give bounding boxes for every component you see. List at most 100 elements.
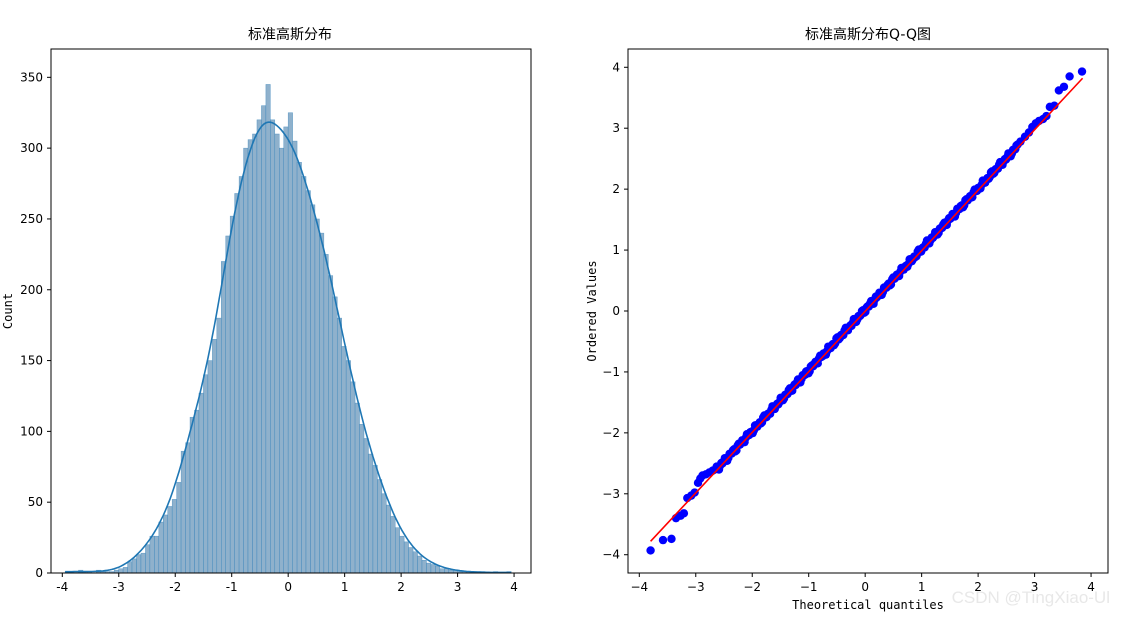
histogram-bar	[198, 392, 204, 574]
histogram-bar	[444, 568, 450, 574]
histogram-bar	[171, 499, 177, 574]
x-tick-label: -4	[56, 580, 68, 594]
histogram-bar	[332, 296, 338, 574]
y-tick-label: −1	[602, 365, 620, 379]
histogram-bar	[372, 465, 378, 574]
histogram-bar	[203, 374, 209, 574]
histogram-bar	[319, 232, 325, 574]
histogram-axes-frame	[50, 48, 532, 574]
qq-point	[646, 546, 655, 555]
histogram-bar	[390, 516, 396, 574]
qq-point	[690, 488, 699, 497]
y-tick-label: 0	[35, 566, 43, 580]
qq-point	[1050, 101, 1059, 110]
kde-curve	[65, 121, 512, 574]
histogram-bar	[131, 558, 137, 574]
y-tick-label: 250	[20, 212, 43, 226]
histogram-bar	[439, 568, 445, 574]
histogram-bar	[180, 450, 186, 574]
qq-x-axis-label: Theoretical quantiles	[792, 598, 944, 612]
histogram-bar	[225, 235, 231, 574]
histogram-bar	[394, 527, 400, 574]
x-tick-label: -3	[113, 580, 125, 594]
histogram-bar	[247, 139, 253, 574]
histogram-bar	[305, 190, 311, 574]
histogram-bar	[136, 554, 142, 574]
y-tick-label: −4	[602, 548, 620, 562]
qq-panel: 标准高斯分布Q-Q图 Ordered Values Theoretical qu…	[585, 26, 1109, 612]
histogram-bar	[381, 493, 387, 574]
histogram-bar	[412, 551, 418, 574]
histogram-x-ticks: -4 -3 -2 -1 0 1 2 3 4	[56, 573, 518, 594]
histogram-bar	[167, 506, 173, 574]
y-tick-label: 200	[20, 283, 43, 297]
x-tick-label: −1	[800, 580, 818, 594]
histogram-bar	[127, 561, 133, 574]
histogram-bar	[194, 409, 200, 574]
histogram-bar	[301, 176, 307, 574]
histogram-bar	[243, 147, 249, 574]
histogram-bar	[296, 162, 302, 574]
y-tick-label: 150	[20, 354, 43, 368]
y-tick-label: 1	[612, 243, 620, 257]
histogram-bar	[435, 565, 441, 574]
y-tick-label: −2	[602, 426, 620, 440]
x-tick-label: 0	[284, 580, 292, 594]
qq-point	[1077, 67, 1087, 76]
histogram-bar	[154, 535, 160, 574]
histogram-bar	[185, 442, 191, 574]
histogram-bar	[140, 552, 146, 574]
histogram-bar	[292, 140, 298, 574]
qq-point	[667, 534, 676, 544]
qq-point	[1059, 82, 1069, 91]
qq-y-ticks: −4 −3 −2 −1 0 1 2 3 4	[602, 60, 628, 562]
histogram-bar	[256, 119, 262, 574]
histogram-bar	[354, 402, 360, 574]
histogram-bar	[122, 567, 128, 574]
x-tick-label: 3	[454, 580, 462, 594]
histogram-bar	[252, 133, 258, 574]
qq-point	[658, 535, 668, 545]
histogram-bar	[212, 339, 218, 574]
y-tick-label: 3	[612, 121, 620, 135]
y-tick-label: 350	[20, 70, 43, 84]
qq-title: 标准高斯分布Q-Q图	[805, 26, 931, 43]
x-tick-label: 3	[1031, 580, 1039, 594]
qq-fit-line	[650, 77, 1084, 542]
x-tick-label: −3	[687, 580, 705, 594]
histogram-title: 标准高斯分布	[248, 26, 332, 43]
histogram-bar	[279, 147, 284, 574]
qq-point	[1065, 72, 1074, 81]
histogram-bar	[399, 535, 405, 574]
histogram-bar	[328, 275, 334, 574]
histogram-bar	[261, 105, 267, 574]
histogram-bar	[118, 568, 124, 574]
histogram-bar	[287, 112, 293, 574]
histogram-bar	[336, 317, 342, 574]
histogram-bar	[363, 438, 369, 574]
histogram-bar	[314, 218, 320, 574]
histogram-bar	[145, 544, 151, 574]
histogram-bar	[176, 482, 182, 574]
x-tick-label: 4	[510, 580, 518, 594]
histogram-bar	[345, 360, 351, 574]
y-tick-label: −3	[602, 487, 620, 501]
watermark: CSDN @TingXiao-Ul	[952, 588, 1110, 607]
histogram-bar	[207, 360, 213, 574]
x-tick-label: 4	[1087, 580, 1095, 594]
histogram-bar	[417, 555, 423, 574]
histogram-bars	[64, 84, 512, 574]
x-tick-label: −4	[630, 580, 648, 594]
histogram-bar	[323, 254, 329, 574]
histogram-bar	[238, 176, 244, 574]
histogram-y-ticks: 0 50 100 150 200 250 300 350	[20, 70, 51, 580]
histogram-bar	[377, 479, 383, 574]
histogram-bar	[229, 215, 235, 574]
y-tick-label: 0	[612, 304, 620, 318]
histogram-bar	[189, 416, 195, 574]
histogram-bar	[216, 317, 222, 574]
histogram-bar	[274, 133, 280, 574]
x-tick-label: 2	[974, 580, 982, 594]
histogram-y-axis-label: Count	[1, 293, 15, 329]
